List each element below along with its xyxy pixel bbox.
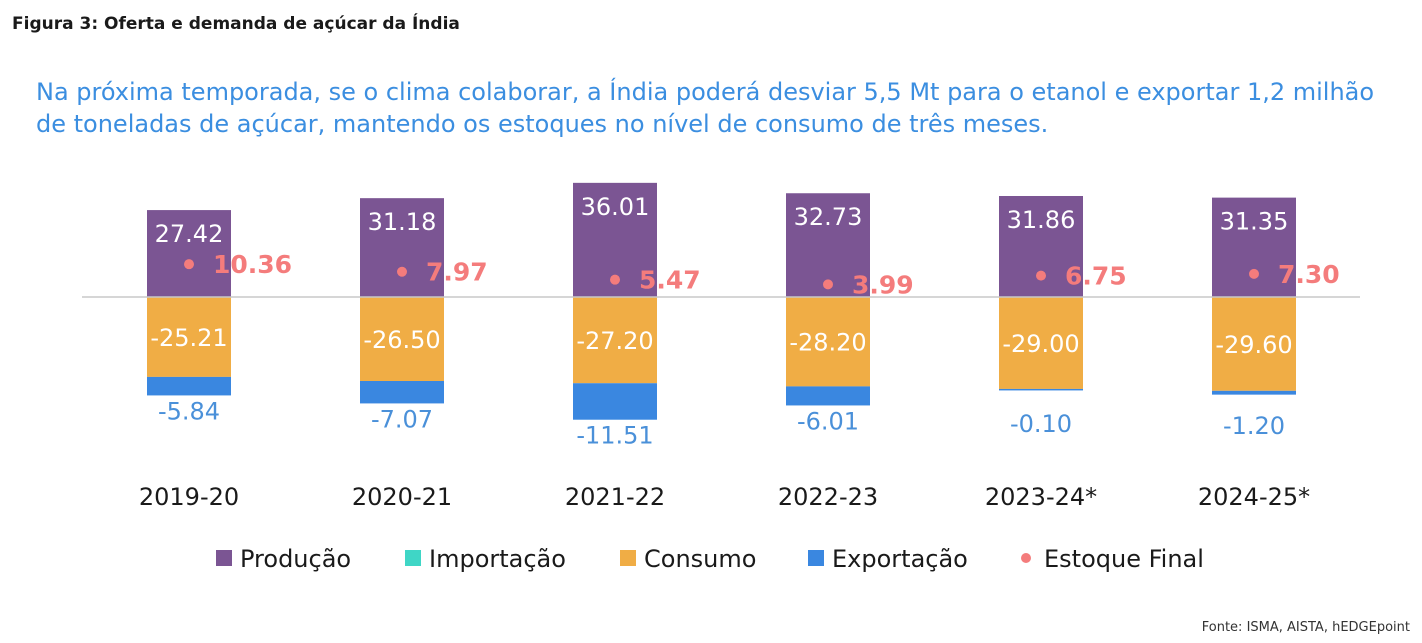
bar-exportacao	[1212, 390, 1296, 395]
label-exportacao: -0.10	[1010, 410, 1072, 438]
bar-exportacao	[786, 386, 870, 406]
chart-subtitle: Na próxima temporada, se o clima colabor…	[36, 78, 1375, 138]
label-consumo: -28.20	[789, 329, 866, 357]
marker-estoque	[823, 279, 833, 290]
bar-consumo	[999, 297, 1083, 389]
label-producao: 31.18	[368, 208, 437, 236]
source-note: Fonte: ISMA, AISTA, hEDGEpoint	[1201, 620, 1410, 635]
label-estoque: 7.97	[426, 258, 488, 287]
x-tick-label: 2022-23	[778, 483, 878, 511]
marker-estoque	[184, 259, 194, 270]
bar-producao	[360, 198, 444, 297]
marker-estoque	[397, 266, 407, 277]
legend-swatch	[808, 550, 824, 566]
label-consumo: -26.50	[363, 326, 440, 354]
bar-consumo	[573, 297, 657, 384]
legend-swatch	[216, 550, 232, 566]
x-tick-label: 2023-24*	[985, 483, 1097, 511]
figure-title: Figura 3: Oferta e demanda de açúcar da …	[12, 14, 460, 34]
legend-label: Consumo	[644, 545, 756, 573]
label-exportacao: -1.20	[1223, 412, 1285, 440]
bar-exportacao	[999, 388, 1083, 391]
label-consumo: -25.21	[150, 324, 227, 352]
label-producao: 36.01	[581, 193, 650, 221]
legend-label: Importação	[429, 545, 566, 573]
label-estoque: 3.99	[852, 270, 914, 299]
legend-label: Estoque Final	[1044, 545, 1204, 573]
label-exportacao: -6.01	[797, 407, 859, 435]
label-producao: 27.42	[155, 220, 224, 248]
label-estoque: 5.47	[639, 266, 701, 295]
label-estoque: 6.75	[1065, 262, 1127, 291]
x-tick-label: 2020-21	[352, 483, 452, 511]
legend-label: Exportação	[832, 545, 968, 573]
marker-estoque	[610, 274, 620, 285]
label-exportacao: -7.07	[371, 405, 433, 433]
bar-consumo	[786, 297, 870, 387]
bar-exportacao	[573, 383, 657, 420]
legend-label: Produção	[240, 545, 351, 573]
marker-estoque	[1249, 268, 1259, 279]
x-tick-label: 2021-22	[565, 483, 665, 511]
label-exportacao: -11.51	[576, 422, 653, 450]
label-estoque: 7.30	[1278, 260, 1340, 289]
bar-consumo	[360, 297, 444, 382]
label-estoque: 10.36	[213, 250, 292, 279]
label-producao: 32.73	[794, 203, 863, 231]
legend-swatch	[620, 550, 636, 566]
label-producao: 31.35	[1220, 208, 1289, 236]
bar-producao	[147, 210, 231, 297]
legend-marker-estoque	[1021, 553, 1031, 563]
bar-exportacao	[360, 381, 444, 404]
label-consumo: -29.60	[1215, 331, 1292, 359]
marker-estoque	[1036, 270, 1046, 281]
bar-consumo	[1212, 297, 1296, 391]
bar-producao	[1212, 197, 1296, 297]
bar-consumo	[147, 297, 231, 377]
x-tick-label: 2019-20	[139, 483, 239, 511]
label-consumo: -29.00	[1002, 330, 1079, 358]
x-tick-label: 2024-25*	[1198, 483, 1310, 511]
bar-exportacao	[147, 376, 231, 396]
label-producao: 31.86	[1007, 206, 1076, 234]
legend-swatch	[405, 550, 421, 566]
label-exportacao: -5.84	[158, 397, 220, 425]
label-consumo: -27.20	[576, 327, 653, 355]
